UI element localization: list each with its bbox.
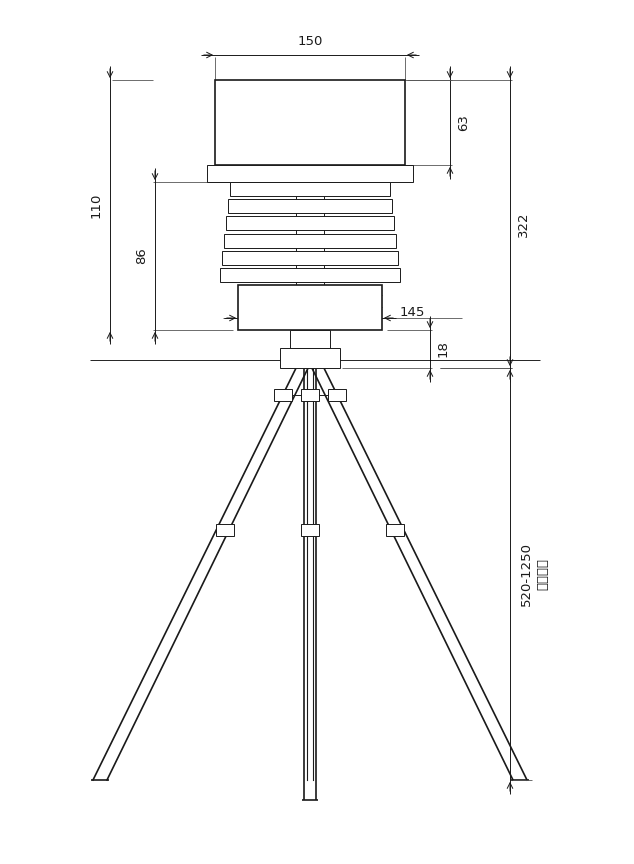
Bar: [238, 285, 382, 330]
Text: 63: 63: [457, 114, 470, 131]
Bar: [228, 200, 392, 213]
Text: 86: 86: [135, 248, 148, 264]
Text: 18: 18: [437, 340, 450, 358]
Bar: [290, 330, 330, 348]
Text: 150: 150: [297, 35, 323, 48]
Bar: [226, 216, 394, 231]
Bar: [280, 348, 340, 368]
Text: 伸缩范围: 伸缩范围: [536, 558, 549, 590]
Bar: [224, 233, 396, 247]
Bar: [328, 389, 346, 401]
Text: 520-1250: 520-1250: [520, 542, 533, 606]
Bar: [222, 251, 398, 264]
Bar: [207, 165, 413, 182]
Bar: [301, 389, 319, 401]
Bar: [216, 524, 234, 536]
Bar: [230, 182, 390, 196]
Bar: [385, 524, 404, 536]
Text: 110: 110: [90, 193, 103, 218]
Bar: [274, 389, 292, 401]
Bar: [215, 80, 405, 165]
Bar: [220, 268, 400, 282]
Text: 145: 145: [400, 307, 425, 320]
Bar: [301, 524, 319, 536]
Text: 322: 322: [517, 212, 530, 237]
